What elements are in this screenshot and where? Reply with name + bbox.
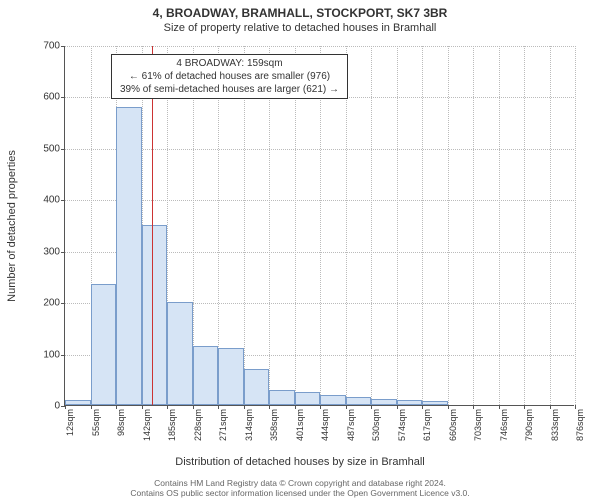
ytick-mark [61, 252, 65, 253]
gridline-v [448, 46, 449, 405]
gridline-v [422, 46, 423, 405]
annotation-line: 4 BROADWAY: 159sqm [120, 57, 339, 70]
xtick-label: 876sqm [575, 405, 585, 441]
xtick-label: 271sqm [218, 405, 228, 441]
xtick-label: 703sqm [473, 405, 483, 441]
ytick-label: 100 [20, 349, 60, 360]
ytick-label: 500 [20, 143, 60, 154]
xtick-label: 833sqm [550, 405, 560, 441]
xtick-label: 574sqm [397, 405, 407, 441]
histogram-bar [269, 390, 295, 405]
gridline-v [371, 46, 372, 405]
annotation-line: ← 61% of detached houses are smaller (97… [120, 70, 339, 83]
histogram-bar [422, 401, 448, 405]
xtick-label: 746sqm [499, 405, 509, 441]
xtick-label: 401sqm [295, 405, 305, 441]
ytick-label: 300 [20, 246, 60, 257]
histogram-bar [244, 369, 270, 405]
gridline-v [397, 46, 398, 405]
footer-attribution: Contains HM Land Registry data © Crown c… [0, 478, 600, 498]
histogram-bar [142, 225, 168, 405]
ytick-label: 200 [20, 298, 60, 309]
xtick-label: 228sqm [193, 405, 203, 441]
xtick-label: 487sqm [346, 405, 356, 441]
chart-plot-area: 12sqm55sqm98sqm142sqm185sqm228sqm271sqm3… [64, 46, 574, 406]
gridline-v [550, 46, 551, 405]
xtick-label: 358sqm [269, 405, 279, 441]
footer-line-2: Contains OS public sector information li… [0, 488, 600, 498]
page-title: 4, BROADWAY, BRAMHALL, STOCKPORT, SK7 3B… [0, 0, 600, 20]
xtick-label: 314sqm [244, 405, 254, 441]
ytick-mark [61, 46, 65, 47]
histogram-bar [218, 348, 244, 405]
gridline-v [499, 46, 500, 405]
xtick-label: 790sqm [524, 405, 534, 441]
ytick-label: 400 [20, 195, 60, 206]
histogram-bar [320, 395, 346, 405]
ytick-label: 0 [20, 401, 60, 412]
gridline-v [244, 46, 245, 405]
histogram-bar [167, 302, 193, 405]
ytick-mark [61, 303, 65, 304]
xtick-label: 185sqm [167, 405, 177, 441]
ytick-mark [61, 200, 65, 201]
xtick-label: 617sqm [422, 405, 432, 441]
xtick-label: 444sqm [320, 405, 330, 441]
ytick-label: 700 [20, 41, 60, 52]
xtick-label: 530sqm [371, 405, 381, 441]
histogram-bar [116, 107, 142, 405]
ytick-mark [61, 149, 65, 150]
xtick-label: 142sqm [142, 405, 152, 441]
histogram-bar [91, 284, 117, 405]
x-axis-label: Distribution of detached houses by size … [0, 456, 600, 468]
xtick-label: 98sqm [116, 405, 126, 436]
histogram-bar [193, 346, 219, 405]
gridline-v [269, 46, 270, 405]
y-axis-label: Number of detached properties [6, 150, 18, 302]
gridline-v [295, 46, 296, 405]
ytick-mark [61, 97, 65, 98]
gridline-v [320, 46, 321, 405]
subtitle: Size of property relative to detached ho… [0, 20, 600, 38]
histogram-bar [65, 400, 91, 405]
xtick-label: 55sqm [91, 405, 101, 436]
histogram-bar [295, 392, 321, 405]
histogram-bar [397, 400, 423, 405]
ytick-label: 600 [20, 92, 60, 103]
histogram-bar [346, 397, 372, 405]
gridline-v [473, 46, 474, 405]
property-size-marker [152, 46, 153, 405]
gridline-v [346, 46, 347, 405]
ytick-mark [61, 355, 65, 356]
xtick-label: 12sqm [65, 405, 75, 436]
annotation-box: 4 BROADWAY: 159sqm← 61% of detached hous… [111, 54, 348, 99]
annotation-line: 39% of semi-detached houses are larger (… [120, 83, 339, 96]
xtick-label: 660sqm [448, 405, 458, 441]
gridline-v [524, 46, 525, 405]
gridline-v [575, 46, 576, 405]
histogram-bar [371, 399, 397, 405]
footer-line-1: Contains HM Land Registry data © Crown c… [0, 478, 600, 488]
